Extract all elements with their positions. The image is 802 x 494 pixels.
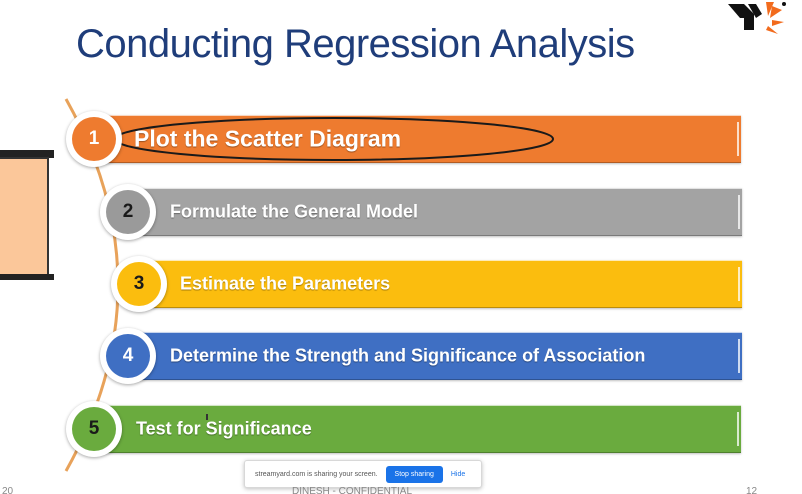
step-number-4: 4 — [106, 334, 150, 378]
step-label-1: Plot the Scatter Diagram — [134, 125, 402, 152]
slide-title: Conducting Regression Analysis — [76, 22, 635, 66]
screen-share-bar: streamyard.com is sharing your screen. S… — [244, 460, 482, 488]
step-number-circle-3: 3 — [111, 256, 167, 312]
step-number-2: 2 — [106, 190, 150, 234]
flipchart-illustration-icon — [0, 150, 54, 280]
step-number-circle-2: 2 — [100, 184, 156, 240]
highlight-oval — [114, 117, 554, 161]
step-number-5: 5 — [72, 407, 116, 451]
hide-button[interactable]: Hide — [450, 470, 466, 478]
step-label-3: Estimate the Parameters — [180, 273, 391, 294]
step-number-circle-5: 5 — [66, 401, 122, 457]
step-bar-2[interactable]: Formulate the General Model — [126, 188, 742, 236]
footer-date: 20 — [2, 486, 14, 494]
step-bar-5[interactable]: Test for Significance — [96, 405, 741, 453]
text-cursor-icon — [206, 414, 208, 420]
share-message: streamyard.com is sharing your screen. — [255, 470, 378, 478]
step-bar-4[interactable]: Determine the Strength and Significance … — [126, 332, 742, 380]
step-number-circle-1: 1 — [66, 111, 122, 167]
step-number-1: 1 — [72, 117, 116, 161]
step-label-2: Formulate the General Model — [170, 201, 419, 222]
company-logo-icon — [728, 2, 786, 34]
stop-sharing-button[interactable]: Stop sharing — [385, 465, 443, 483]
step-bar-3[interactable]: Estimate the Parameters — [138, 260, 742, 308]
footer-confidential: DINESH - CONFIDENTIAL — [292, 486, 413, 494]
footer-page-number: 12 — [746, 486, 758, 494]
step-number-3: 3 — [117, 262, 161, 306]
step-label-4: Determine the Strength and Significance … — [170, 345, 646, 366]
step-number-circle-4: 4 — [100, 328, 156, 384]
step-label-5: Test for Significance — [136, 418, 312, 439]
